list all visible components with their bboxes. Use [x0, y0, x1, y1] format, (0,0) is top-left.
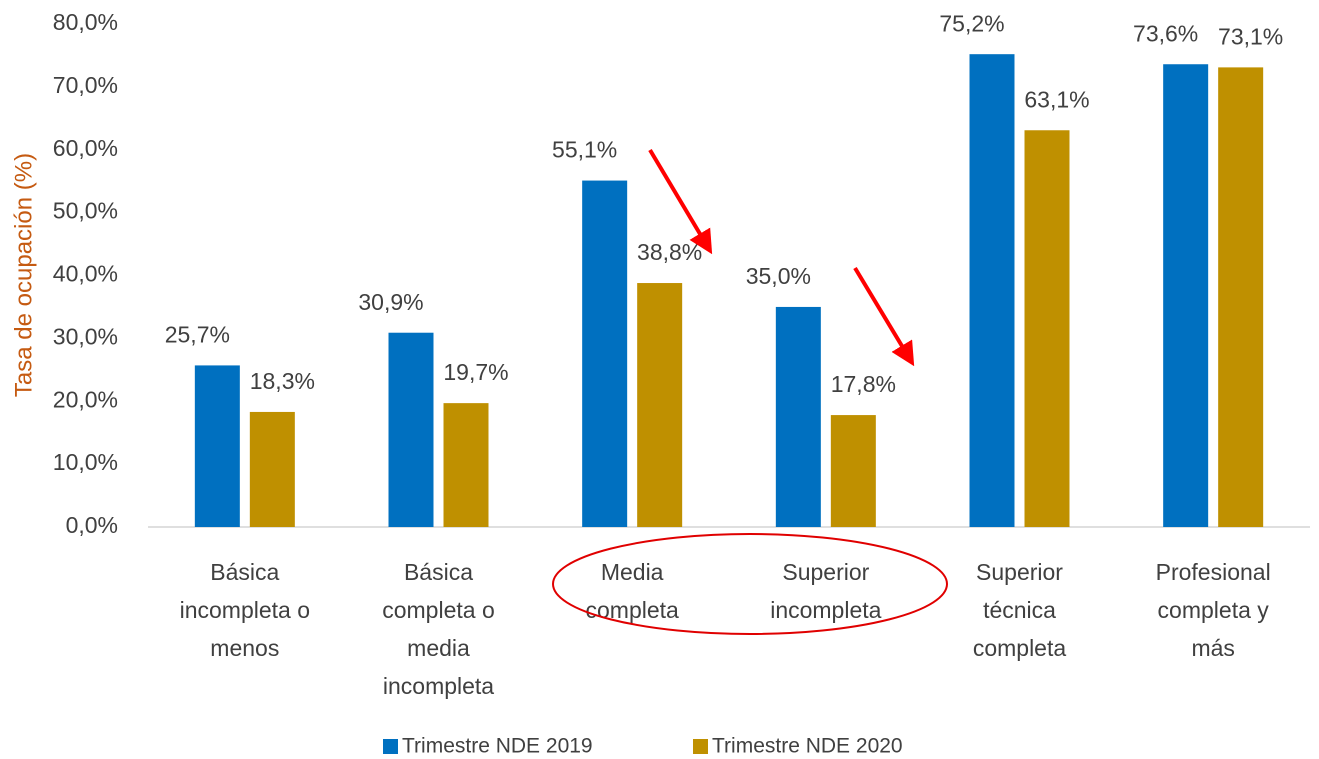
y-tick-label: 10,0%: [53, 449, 118, 475]
x-tick-label-line: completa: [586, 597, 680, 623]
data-label: 25,7%: [165, 321, 230, 347]
legend-label: Trimestre NDE 2020: [712, 735, 903, 758]
x-tick-label-line: Media: [601, 559, 664, 585]
x-tick-label-line: media: [407, 635, 470, 661]
legend-swatch: [383, 739, 398, 754]
x-tick-label-line: completa: [973, 635, 1067, 661]
legend-label: Trimestre NDE 2019: [402, 735, 593, 758]
y-axis-title: Tasa de ocupación (%): [10, 153, 37, 397]
bar: [249, 411, 295, 527]
bar: [388, 332, 434, 527]
bar: [1218, 67, 1264, 527]
bar: [194, 365, 240, 527]
x-tick-label-line: Superior: [976, 559, 1063, 585]
bar: [637, 283, 683, 527]
x-tick-label: Media completa: [586, 559, 680, 623]
x-tick-label: Superior técnica completa: [973, 559, 1067, 661]
annotation-arrow: [853, 266, 915, 367]
data-label: 75,2%: [939, 10, 1004, 36]
data-label: 38,8%: [637, 239, 702, 265]
data-label: 30,9%: [358, 289, 423, 315]
bar: [1024, 130, 1070, 528]
x-tick-label: Básica completa o media incompleta: [382, 559, 495, 699]
data-label: 73,1%: [1218, 23, 1283, 49]
x-tick-label-line: Básica: [404, 559, 473, 585]
x-tick-label-line: más: [1191, 635, 1234, 661]
data-label: 18,3%: [250, 368, 315, 394]
y-tick-label: 60,0%: [53, 135, 118, 161]
annotation-ellipse: [552, 533, 948, 635]
data-label: 73,6%: [1133, 20, 1198, 46]
y-tick-label: 0,0%: [66, 512, 118, 538]
bar: [582, 180, 628, 527]
x-tick-label-line: Básica: [210, 559, 279, 585]
bar: [1163, 64, 1209, 528]
bar: [775, 306, 821, 527]
x-tick-label-line: incompleta: [770, 597, 881, 623]
legend-swatch: [693, 739, 708, 754]
data-label: 63,1%: [1024, 86, 1089, 112]
x-tick-label-line: incompleta o: [180, 597, 310, 623]
x-tick-label: Superior incompleta: [770, 559, 881, 623]
x-tick-label: Básica incompleta o menos: [180, 559, 310, 661]
annotation-arrow: [648, 148, 713, 255]
y-tick-label: 40,0%: [53, 261, 118, 287]
x-tick-label-line: completa y: [1158, 597, 1270, 623]
data-label: 19,7%: [443, 359, 508, 385]
x-tick-label-line: técnica: [983, 597, 1056, 623]
y-tick-label: 70,0%: [53, 72, 118, 98]
data-label: 17,8%: [831, 371, 896, 397]
bar: [443, 403, 489, 527]
bar: [969, 54, 1015, 528]
x-tick-label-line: menos: [210, 635, 279, 661]
x-tick-label: Profesional completa y más: [1156, 559, 1271, 661]
x-tick-label-line: Profesional: [1156, 559, 1271, 585]
data-label: 55,1%: [552, 137, 617, 163]
y-tick-label: 30,0%: [53, 323, 118, 349]
x-tick-label-line: completa o: [382, 597, 495, 623]
bar: [830, 415, 876, 527]
y-tick-label: 80,0%: [53, 9, 118, 35]
x-tick-label-line: Superior: [782, 559, 869, 585]
x-tick-label-line: incompleta: [383, 673, 494, 699]
y-tick-label: 50,0%: [53, 198, 118, 224]
y-tick-label: 20,0%: [53, 386, 118, 412]
data-label: 35,0%: [746, 263, 811, 289]
